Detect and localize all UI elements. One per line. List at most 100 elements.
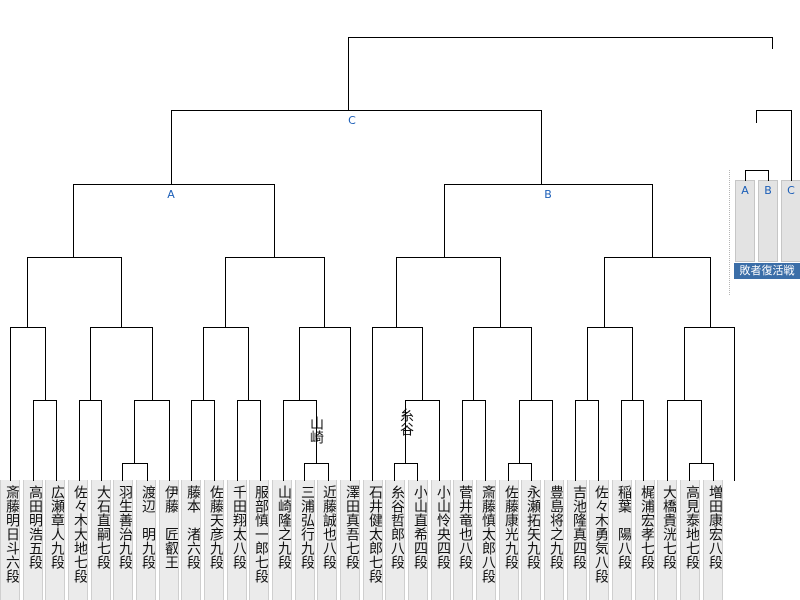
bracket-line [171, 110, 542, 111]
bracket-line [372, 327, 423, 328]
player-cell[interactable]: 斎藤明日斗六段 [0, 480, 20, 600]
bracket-line [756, 110, 757, 123]
bracket-line [768, 170, 769, 181]
bracket-line [713, 463, 714, 481]
revival-box-a[interactable]: A [735, 180, 755, 262]
revival-box-c[interactable]: C [781, 180, 800, 262]
bracket-line [710, 257, 711, 328]
bracket-line [350, 327, 351, 481]
bracket-line [121, 257, 122, 328]
bracket-line [372, 327, 373, 481]
bracket-line [134, 400, 135, 464]
player-cell[interactable]: 稲葉 陽八段 [612, 480, 632, 600]
bracket-line [632, 327, 633, 401]
player-cell[interactable]: 佐藤天彦九段 [204, 480, 224, 600]
bracket-line [575, 400, 576, 481]
bracket-line [283, 400, 317, 401]
player-cell[interactable]: 高田明浩五段 [23, 480, 43, 600]
block-label-b: B [544, 188, 552, 201]
bracket-line [396, 257, 501, 258]
bracket-line [203, 327, 204, 401]
bracket-line [422, 327, 423, 401]
bracket-line [444, 184, 445, 258]
bracket-line [304, 463, 305, 481]
player-cell[interactable]: 山崎隆之九段 [272, 480, 292, 600]
bracket-line [122, 463, 148, 464]
player-cell[interactable]: 吉池隆真四段 [567, 480, 587, 600]
revival-label: 敗者復活戦 [734, 263, 800, 279]
bracket-line [27, 257, 122, 258]
bracket-line [519, 400, 553, 401]
player-cell[interactable]: 糸谷哲郎八段 [385, 480, 405, 600]
bracket-line [417, 463, 418, 481]
bracket-line [171, 110, 172, 185]
bracket-line [214, 400, 215, 481]
bracket-line [684, 327, 735, 328]
bracket-line [772, 37, 773, 49]
player-cell[interactable]: 三浦弘行九段 [295, 480, 315, 600]
player-cell[interactable]: 梶浦宏孝七段 [635, 480, 655, 600]
player-cell[interactable]: 佐藤康光九段 [499, 480, 519, 600]
bracket-line [56, 400, 57, 481]
player-cell[interactable]: 小山怜央四段 [431, 480, 451, 600]
bracket-line [90, 327, 91, 401]
bracket-line [299, 327, 351, 328]
block-label-a: A [167, 188, 175, 201]
player-cell[interactable]: 佐々木勇気八段 [589, 480, 609, 600]
bracket-line [473, 327, 474, 401]
player-cell[interactable]: 増田康宏八段 [703, 480, 723, 600]
player-cell[interactable]: 斎藤慎太郎八段 [476, 480, 496, 600]
player-cell[interactable]: 豊島将之九段 [544, 480, 564, 600]
player-cell[interactable]: 近藤誠也八段 [317, 480, 337, 600]
player-cell[interactable]: 羽生善治九段 [113, 480, 133, 600]
bracket-line [598, 400, 599, 481]
player-cell[interactable]: 千田翔太八段 [227, 480, 247, 600]
bracket-line [531, 327, 532, 401]
bracket-line [73, 184, 275, 185]
player-cell[interactable]: 小山直希四段 [408, 480, 428, 600]
player-cell[interactable]: 永瀬拓矢九段 [521, 480, 541, 600]
player-cell[interactable]: 服部慎一郎七段 [249, 480, 269, 600]
bracket-line [191, 400, 192, 481]
bracket-line [79, 400, 80, 481]
player-cell[interactable]: 高見泰地七段 [680, 480, 700, 600]
bracket-line [519, 400, 520, 464]
bracket-line [348, 37, 349, 111]
bracket-line [248, 327, 249, 401]
bracket-line [316, 400, 317, 464]
player-cell[interactable]: 石井健太郎七段 [363, 480, 383, 600]
player-cell[interactable]: 藤本 渚六段 [181, 480, 201, 600]
bracket-line [405, 400, 406, 464]
bracket-line [33, 400, 34, 481]
player-cell[interactable]: 澤田真吾七段 [340, 480, 360, 600]
player-cell[interactable]: 菅井竜也八段 [453, 480, 473, 600]
bracket-line [462, 400, 463, 481]
bracket-line [485, 400, 486, 481]
bracket-line [45, 327, 46, 401]
bracket-line [508, 463, 509, 481]
bracket-line [394, 463, 395, 481]
bracket-line [756, 110, 792, 111]
bracket-line [734, 327, 735, 481]
bracket-line [147, 463, 148, 481]
bracket-line [791, 110, 792, 181]
bracket-line [701, 400, 702, 464]
bracket-line [299, 327, 300, 401]
bracket-line [604, 257, 711, 258]
bracket-line [328, 463, 329, 481]
bracket-line [237, 400, 261, 401]
player-cell[interactable]: 大石直嗣七段 [91, 480, 111, 600]
block-label-c: C [348, 114, 356, 127]
bracket-line [122, 463, 123, 481]
bracket-line [27, 257, 28, 328]
player-cell[interactable]: 広瀬章人九段 [45, 480, 65, 600]
player-cell[interactable]: 大橋貴洸七段 [657, 480, 677, 600]
bracket-line [169, 400, 170, 481]
player-cell[interactable]: 伊藤 匠叡王 [159, 480, 179, 600]
bracket-line [10, 327, 11, 481]
bracket-line [152, 327, 153, 401]
player-cell[interactable]: 渡辺 明九段 [136, 480, 156, 600]
bracket-line [541, 110, 542, 185]
player-cell[interactable]: 佐々木大地七段 [68, 480, 88, 600]
revival-box-b[interactable]: B [758, 180, 778, 262]
